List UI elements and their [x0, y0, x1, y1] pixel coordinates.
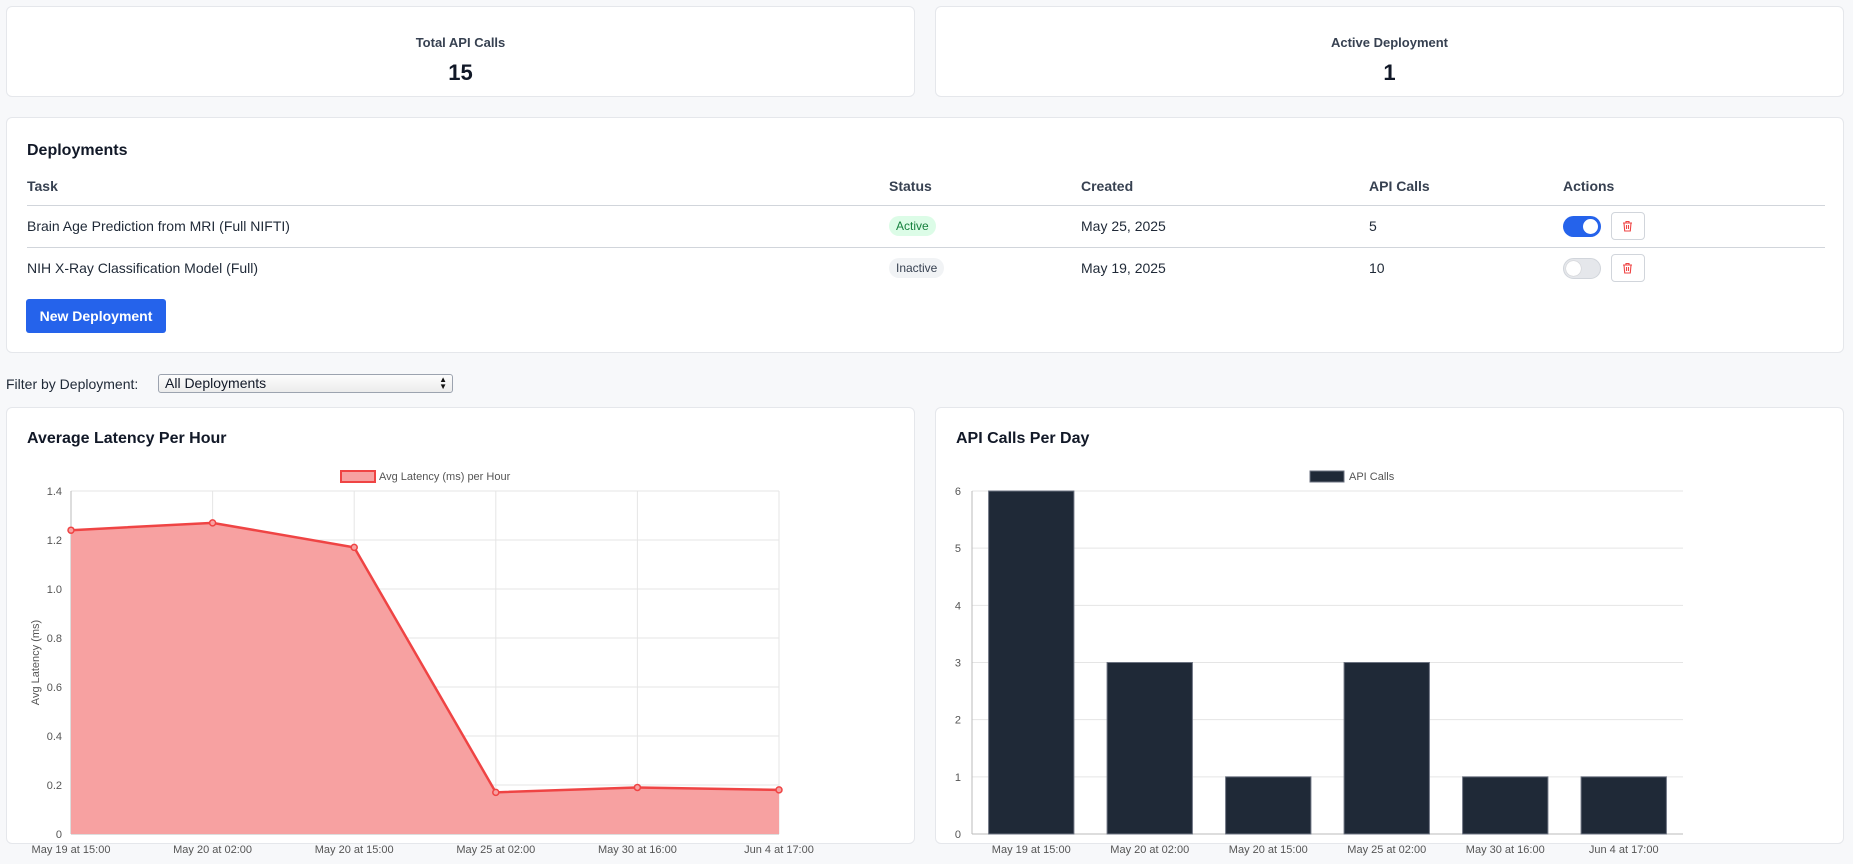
active-deployment-card: Active Deployment 1: [935, 6, 1844, 97]
data-point: [67, 526, 75, 534]
status-badge: Active: [889, 216, 936, 236]
y-tick-label: 1.2: [47, 535, 62, 547]
y-tick-label: 2: [955, 715, 961, 727]
column-header-status: Status: [889, 168, 1081, 206]
status-badge: Inactive: [889, 258, 945, 279]
trash-icon: [1623, 263, 1633, 274]
filter-selected-value: All Deployments: [165, 375, 267, 391]
bar: [1225, 776, 1312, 835]
deployments-card: Deployments Task Status Created API Call…: [6, 117, 1844, 353]
deployment-toggle[interactable]: [1563, 257, 1601, 279]
deployments-table: Task Status Created API Calls Actions Br…: [27, 168, 1825, 289]
x-tick-label: May 20 at 15:00: [1229, 844, 1308, 856]
created-cell: May 19, 2025: [1081, 260, 1166, 277]
api-calls-cell: 5: [1369, 205, 1563, 248]
total-api-calls-card: Total API Calls 15: [6, 6, 915, 97]
delete-button[interactable]: [1610, 212, 1645, 240]
bar: [1462, 776, 1549, 835]
api-calls-chart: API Calls 0 1 2 3 4 5 6 May 19 at 15:00 May 20 at…: [955, 470, 1683, 856]
deployment-filter-select[interactable]: All Deployments ▲ ▼: [158, 374, 453, 393]
updown-arrows-icon: ▲ ▼: [439, 375, 447, 391]
y-tick-label: 0: [955, 829, 961, 841]
latency-chart-title: Average Latency Per Hour: [27, 430, 227, 447]
y-tick-label: 4: [955, 600, 961, 612]
y-tick-label: 0.6: [47, 682, 62, 694]
x-tick-label: May 19 at 15:00: [32, 844, 111, 856]
deployment-toggle[interactable]: [1563, 215, 1601, 237]
legend-label: Avg Latency (ms) per Hour: [379, 471, 511, 483]
y-tick-label: 1: [955, 772, 961, 784]
trash-icon: [1623, 220, 1633, 232]
y-tick-label: 5: [955, 543, 961, 555]
x-tick-label: May 30 at 16:00: [1466, 844, 1545, 856]
total-api-calls-label: Total API Calls: [415, 35, 506, 50]
y-tick-label: 1.4: [47, 486, 62, 498]
y-tick-label: 0.4: [47, 731, 62, 743]
task-cell: NIH X-Ray Classification Model (Full): [27, 260, 259, 277]
data-point: [775, 786, 783, 794]
active-deployment-label: Active Deployment: [1330, 35, 1449, 50]
column-header-created: Created: [1081, 168, 1369, 206]
table-row: NIH X-Ray Classification Model (Full) In…: [27, 247, 1825, 289]
y-tick-label: 0: [56, 829, 62, 841]
bar: [1580, 776, 1667, 835]
y-tick-label: 1.0: [47, 584, 62, 596]
x-tick-label: May 19 at 15:00: [992, 844, 1071, 856]
bar: [1343, 662, 1430, 835]
task-cell: Brain Age Prediction from MRI (Full NIFT…: [27, 205, 889, 248]
legend-swatch: [1309, 470, 1345, 483]
toggle-knob: [1566, 260, 1581, 276]
latency-line: [70, 521, 780, 794]
column-header-api-calls: API Calls: [1369, 168, 1563, 206]
api-calls-cell: 10: [1369, 260, 1385, 277]
data-point: [633, 783, 642, 792]
x-tick-label: May 25 at 02:00: [456, 844, 535, 856]
x-tick-label: May 20 at 02:00: [173, 844, 252, 856]
y-axis-label: Avg Latency (ms): [30, 620, 42, 705]
latency-chart: Avg Latency (ms) per Hour 0 0.2 0.4 0.6 0.8 1.…: [30, 470, 814, 856]
active-deployment-value: 1: [1383, 60, 1396, 85]
data-point: [492, 788, 500, 797]
filter-label: Filter by Deployment:: [6, 376, 139, 392]
x-tick-label: May 20 at 15:00: [315, 844, 394, 856]
table-row: Brain Age Prediction from MRI (Full NIFT…: [27, 205, 1825, 248]
toggle-knob: [1583, 218, 1598, 234]
column-header-actions: Actions: [1563, 168, 1825, 206]
y-tick-label: 0.8: [47, 633, 62, 645]
new-deployment-button[interactable]: New Deployment: [26, 299, 166, 333]
created-cell: May 25, 2025: [1081, 205, 1369, 248]
deployments-title: Deployments: [27, 142, 128, 159]
y-tick-label: 3: [955, 658, 961, 670]
x-tick-label: Jun 4 at 17:00: [1589, 844, 1659, 856]
table-header-row: Task Status Created API Calls Actions: [27, 168, 1825, 206]
legend-label: API Calls: [1349, 471, 1395, 483]
total-api-calls-value: 15: [448, 60, 473, 85]
x-tick-label: May 20 at 02:00: [1110, 844, 1189, 856]
x-tick-label: Jun 4 at 17:00: [744, 844, 814, 856]
delete-button[interactable]: [1610, 254, 1645, 283]
data-point: [350, 543, 358, 552]
column-header-task: Task: [27, 168, 889, 206]
y-tick-label: 0.2: [47, 780, 62, 792]
latency-area: [71, 522, 779, 834]
bar: [988, 490, 1075, 835]
x-tick-label: May 30 at 16:00: [598, 844, 677, 856]
y-tick-label: 6: [955, 486, 961, 498]
x-tick-label: May 25 at 02:00: [1347, 844, 1426, 856]
data-point: [208, 519, 217, 527]
legend-swatch: [340, 470, 376, 483]
bar: [1106, 662, 1193, 835]
api-calls-chart-title: API Calls Per Day: [956, 430, 1090, 447]
